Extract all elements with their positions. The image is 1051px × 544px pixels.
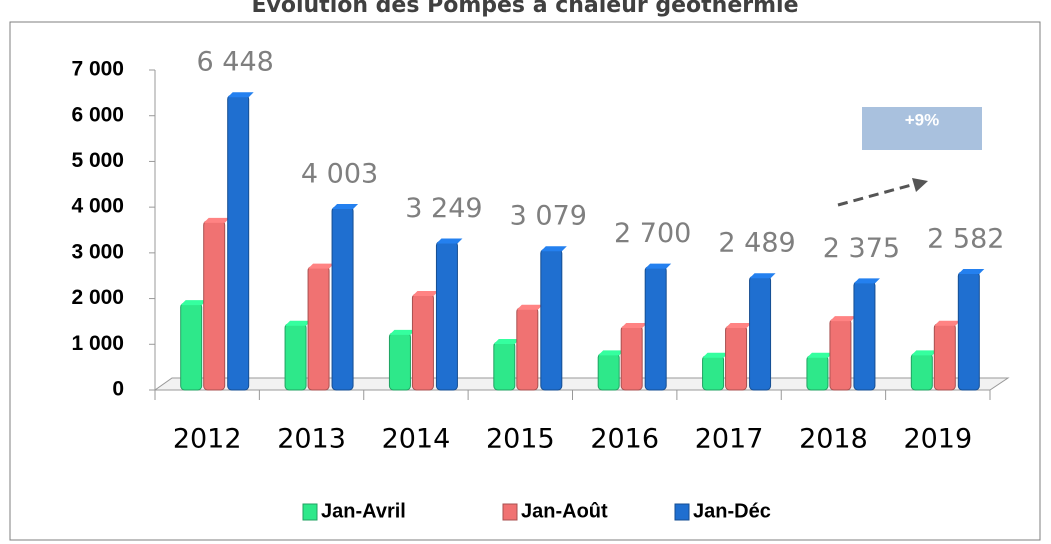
y-tick-label: 0 <box>112 378 124 401</box>
bar <box>203 220 226 391</box>
bar <box>644 266 667 391</box>
legend-swatch <box>674 503 690 521</box>
bar-top <box>540 246 567 252</box>
value-label: 6 448 <box>197 47 274 78</box>
bar <box>411 293 434 391</box>
x-tick-label: 2013 <box>277 424 346 455</box>
bar-top <box>911 350 938 356</box>
y-tick-label: 4 000 <box>71 195 124 218</box>
bar-top <box>702 352 729 358</box>
x-tick-label: 2014 <box>382 424 451 455</box>
value-label: 2 582 <box>927 223 1004 254</box>
y-tick-label: 3 000 <box>71 240 124 263</box>
bar-top <box>412 291 439 296</box>
bar-top <box>180 300 207 306</box>
x-tick-label: 2018 <box>799 424 868 455</box>
bar <box>620 325 643 391</box>
bar-top <box>332 204 359 210</box>
bar-top <box>203 217 230 223</box>
value-label: 2 700 <box>614 218 691 249</box>
bar <box>307 266 330 391</box>
bar-top <box>853 278 880 284</box>
bar-top <box>749 273 776 279</box>
y-tick-label: 6 000 <box>71 103 124 126</box>
bar <box>435 240 458 391</box>
x-tick-label: 2016 <box>590 424 659 455</box>
bar <box>829 318 852 391</box>
legend-label: Jan-Déc <box>693 500 771 522</box>
y-tick-label: 1 000 <box>71 332 124 355</box>
bar <box>725 325 748 391</box>
value-label: 4 003 <box>301 159 378 190</box>
bar-top <box>934 320 961 326</box>
bar-top <box>958 268 985 274</box>
bar <box>180 302 203 391</box>
bar-top <box>285 320 312 326</box>
bar-top <box>645 263 672 269</box>
legend-label: Jan-Août <box>521 500 608 522</box>
bar-top <box>516 304 543 310</box>
bar-top <box>493 339 520 344</box>
bar <box>331 206 354 391</box>
bar <box>853 280 876 391</box>
legend-swatch <box>302 503 318 521</box>
bar <box>749 275 772 391</box>
bar-top <box>806 352 833 358</box>
bar <box>806 355 829 391</box>
bar <box>516 307 539 391</box>
legend-swatch <box>502 503 518 521</box>
y-tick-label: 7 000 <box>71 58 124 81</box>
bar-top <box>436 238 463 244</box>
bar <box>910 352 933 391</box>
bar-top <box>227 92 254 98</box>
annotation-box <box>862 107 982 150</box>
bar <box>388 332 411 391</box>
bar-top <box>621 323 648 328</box>
value-label: 2 375 <box>823 233 900 264</box>
bar <box>227 94 250 391</box>
arrow-head <box>912 178 928 192</box>
bar-top <box>308 263 335 269</box>
value-label: 2 489 <box>718 228 795 259</box>
bar-top <box>598 350 625 356</box>
bar <box>957 271 980 391</box>
value-label: 3 249 <box>405 193 482 224</box>
bar-top <box>725 323 752 328</box>
bar <box>493 341 516 391</box>
x-tick-label: 2017 <box>695 424 764 455</box>
bar <box>933 323 956 391</box>
x-tick-label: 2019 <box>903 424 972 455</box>
annotation: +9% <box>905 110 940 129</box>
y-tick-label: 5 000 <box>71 149 124 172</box>
bar <box>597 352 620 391</box>
value-label: 3 079 <box>510 201 587 232</box>
bar-top <box>389 329 416 335</box>
bar <box>284 323 307 391</box>
x-tick-label: 2015 <box>486 424 555 455</box>
y-tick-label: 2 000 <box>71 286 124 309</box>
chart-title: Evolution des Pompes à chaleur géothermi… <box>252 0 799 18</box>
bar <box>702 355 725 391</box>
chart-border <box>9 21 1041 541</box>
floor <box>153 377 1010 391</box>
x-tick-label: 2012 <box>173 424 242 455</box>
bar <box>540 248 563 391</box>
bar-top <box>829 316 856 322</box>
legend-label: Jan-Avril <box>321 500 406 522</box>
arrow <box>837 182 916 207</box>
